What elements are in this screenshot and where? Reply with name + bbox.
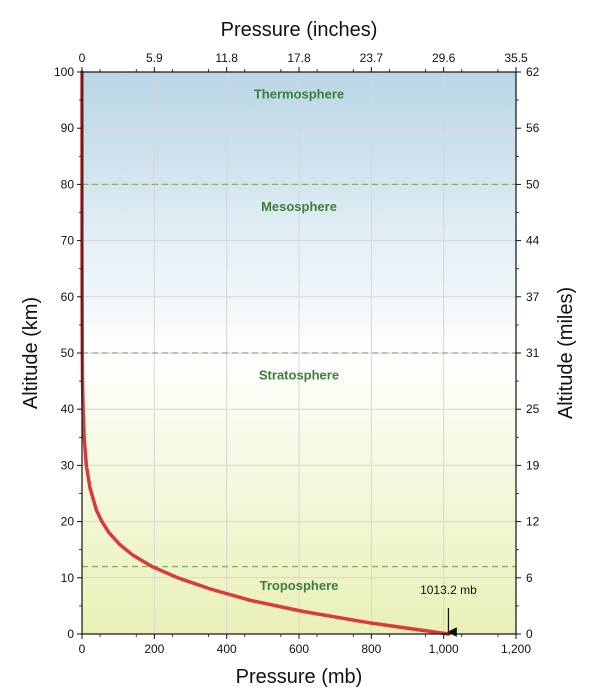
y-tick-label: 70 [61, 234, 75, 248]
y2-tick-label: 12 [526, 515, 540, 529]
layer-label-troposphere: Troposphere [260, 578, 339, 593]
y2-axis-title: Altitude (miles) [555, 287, 577, 419]
y-axis-title: Altitude (km) [20, 297, 42, 409]
y2-tick-label: 31 [526, 346, 540, 360]
x-tick-label: 600 [289, 642, 309, 656]
x2-tick-label: 35.5 [504, 51, 528, 65]
layer-label-mesosphere: Mesosphere [261, 199, 337, 214]
y2-tick-label: 50 [526, 177, 540, 191]
y-tick-label: 100 [54, 65, 74, 79]
y-tick-label: 40 [61, 402, 75, 416]
x2-tick-label: 5.9 [146, 51, 163, 65]
y-tick-label: 50 [61, 346, 75, 360]
y-tick-label: 10 [61, 571, 75, 585]
x-tick-label: 800 [361, 642, 381, 656]
y-tick-label: 60 [61, 290, 75, 304]
y-tick-label: 90 [61, 121, 75, 135]
x-tick-label: 200 [144, 642, 164, 656]
x-axis-title: Pressure (mb) [236, 666, 363, 688]
x2-axis-title: Pressure (inches) [221, 19, 378, 41]
layer-label-thermosphere: Thermosphere [254, 86, 344, 101]
y2-tick-label: 56 [526, 121, 540, 135]
y2-tick-label: 25 [526, 402, 540, 416]
y-tick-label: 20 [61, 515, 75, 529]
layer-labels: Thermosphere Mesosphere Stratosphere Tropos… [254, 86, 344, 593]
x2-tick-label: 11.8 [215, 51, 238, 65]
x2-tick-label: 23.7 [360, 51, 384, 65]
x2-tick-label: 29.6 [432, 51, 456, 65]
x2-tick-label: 17.8 [287, 51, 311, 65]
y-tick-label: 0 [67, 627, 74, 641]
x-tick-label: 400 [217, 642, 237, 656]
y2-tick-label: 0 [526, 627, 533, 641]
layer-label-stratosphere: Stratosphere [259, 367, 339, 382]
x2-tick-label: 0 [79, 51, 86, 65]
y-tick-label: 80 [61, 177, 75, 191]
y2-tick-label: 37 [526, 290, 540, 304]
x-tick-label: 1,200 [501, 642, 531, 656]
y2-tick-label: 19 [526, 458, 540, 472]
annotation-label: 1013.2 mb [420, 583, 477, 597]
y-tick-label: 30 [61, 458, 75, 472]
sea-level-annotation: 1013.2 mb [420, 583, 477, 637]
y2-tick-label: 44 [526, 234, 540, 248]
x-tick-label: 1,000 [429, 642, 459, 656]
y2-tick-label: 6 [526, 571, 533, 585]
x-tick-label: 0 [79, 642, 86, 656]
y2-tick-label: 62 [526, 65, 540, 79]
